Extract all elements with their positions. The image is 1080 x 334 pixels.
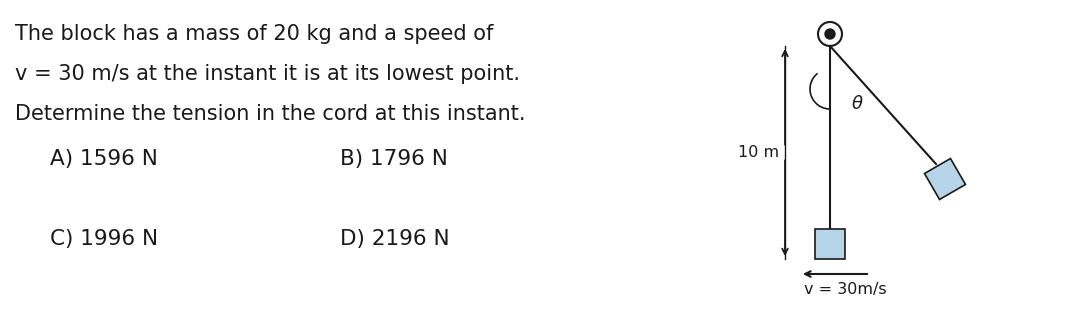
Text: D) 2196 N: D) 2196 N <box>340 229 449 249</box>
Text: B) 1796 N: B) 1796 N <box>340 149 448 169</box>
Polygon shape <box>924 159 966 199</box>
Text: θ: θ <box>852 95 863 113</box>
Bar <box>815 229 845 259</box>
Text: C) 1996 N: C) 1996 N <box>50 229 158 249</box>
Text: The block has a mass of 20 kg and a speed of: The block has a mass of 20 kg and a spee… <box>15 24 494 44</box>
Circle shape <box>825 29 835 39</box>
Text: Determine the tension in the cord at this instant.: Determine the tension in the cord at thi… <box>15 104 526 124</box>
Text: v = 30m/s: v = 30m/s <box>804 282 887 297</box>
Text: v = 30 m/s at the instant it is at its lowest point.: v = 30 m/s at the instant it is at its l… <box>15 64 519 84</box>
Text: 10 m: 10 m <box>738 145 779 160</box>
Text: A) 1596 N: A) 1596 N <box>50 149 158 169</box>
